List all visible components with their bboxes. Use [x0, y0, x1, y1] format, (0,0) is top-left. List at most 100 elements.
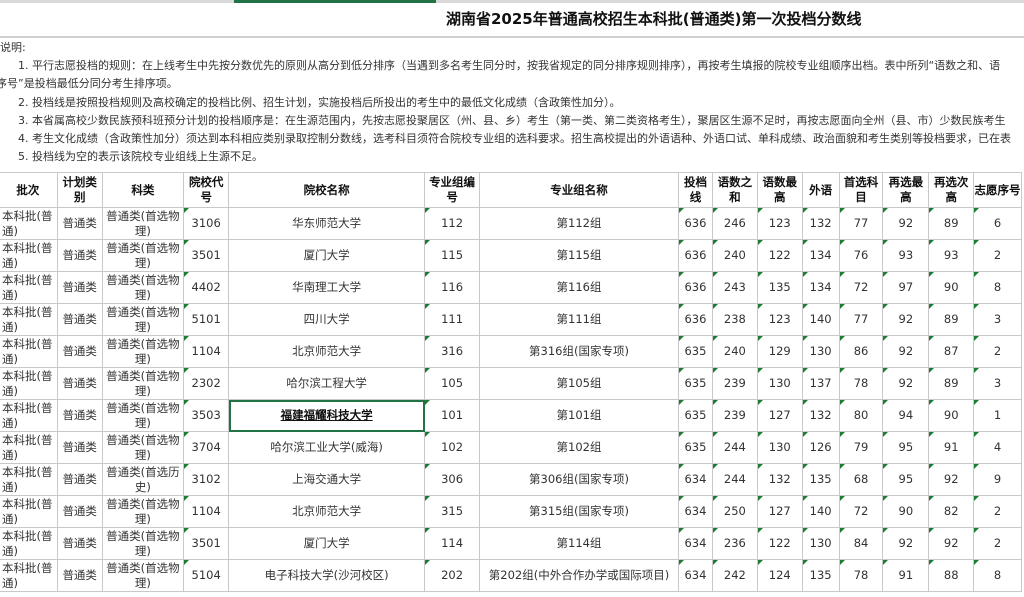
cell-外语[interactable]: 135 — [801, 463, 840, 496]
cell-院校代号[interactable]: 3503 — [183, 399, 230, 432]
cell-投档线[interactable]: 634 — [678, 463, 713, 496]
cell-语数之和[interactable]: 239 — [711, 399, 758, 432]
cell-志愿序号[interactable]: 2 — [973, 335, 1022, 368]
cell-科类[interactable]: 普通类(首选物理) — [101, 367, 185, 400]
cell-批次[interactable]: 本科批(普通) — [0, 527, 58, 560]
cell-投档线[interactable]: 635 — [678, 431, 713, 464]
cell-计划类别[interactable]: 普通类 — [56, 271, 103, 304]
cell-再选最高[interactable]: 92 — [882, 367, 930, 400]
column-header[interactable]: 外语 — [801, 172, 840, 208]
cell-语数之和[interactable]: 250 — [711, 495, 758, 528]
cell-首选科目[interactable]: 68 — [838, 463, 884, 496]
cell-语数之和[interactable]: 240 — [711, 239, 758, 272]
cell-计划类别[interactable]: 普通类 — [56, 527, 103, 560]
cell-语数之和[interactable]: 239 — [711, 367, 758, 400]
cell-院校名称[interactable]: 华南理工大学 — [228, 271, 426, 304]
cell-首选科目[interactable]: 86 — [838, 335, 884, 368]
cell-专业组编号[interactable]: 101 — [424, 399, 480, 432]
cell-专业组名称[interactable]: 第105组 — [478, 367, 680, 400]
cell-专业组编号[interactable]: 316 — [424, 335, 480, 368]
cell-批次[interactable]: 本科批(普通) — [0, 367, 58, 400]
cell-专业组编号[interactable]: 116 — [424, 271, 480, 304]
cell-再选次高[interactable]: 89 — [928, 367, 975, 400]
cell-投档线[interactable]: 634 — [678, 527, 713, 560]
cell-院校名称[interactable]: 电子科技大学(沙河校区) — [228, 559, 426, 592]
cell-首选科目[interactable]: 80 — [838, 399, 884, 432]
cell-计划类别[interactable]: 普通类 — [56, 239, 103, 272]
cell-院校名称[interactable]: 哈尔滨工程大学 — [228, 367, 426, 400]
column-header[interactable]: 再选最高 — [882, 172, 930, 208]
cell-批次[interactable]: 本科批(普通) — [0, 431, 58, 464]
cell-再选次高[interactable]: 87 — [928, 335, 975, 368]
cell-再选次高[interactable]: 92 — [928, 463, 975, 496]
cell-再选最高[interactable]: 92 — [882, 303, 930, 336]
cell-首选科目[interactable]: 76 — [838, 239, 884, 272]
cell-计划类别[interactable]: 普通类 — [56, 335, 103, 368]
cell-专业组编号[interactable]: 112 — [424, 207, 480, 240]
cell-再选最高[interactable]: 94 — [882, 399, 930, 432]
cell-院校代号[interactable]: 3106 — [183, 207, 230, 240]
cell-院校名称[interactable]: 哈尔滨工业大学(威海) — [228, 431, 426, 464]
cell-院校名称[interactable]: 上海交通大学 — [228, 463, 426, 496]
cell-语数最高[interactable]: 132 — [756, 463, 803, 496]
cell-批次[interactable]: 本科批(普通) — [0, 335, 58, 368]
cell-批次[interactable]: 本科批(普通) — [0, 271, 58, 304]
cell-语数最高[interactable]: 129 — [756, 335, 803, 368]
cell-语数之和[interactable]: 240 — [711, 335, 758, 368]
column-header[interactable]: 计划类别 — [56, 172, 103, 208]
cell-首选科目[interactable]: 78 — [838, 367, 884, 400]
cell-语数最高[interactable]: 122 — [756, 239, 803, 272]
cell-语数最高[interactable]: 130 — [756, 431, 803, 464]
cell-志愿序号[interactable]: 6 — [973, 207, 1022, 240]
cell-科类[interactable]: 普通类(首选物理) — [101, 335, 185, 368]
cell-专业组名称[interactable]: 第202组(中外合作办学或国际项目) — [478, 559, 680, 592]
cell-科类[interactable]: 普通类(首选物理) — [101, 239, 185, 272]
cell-志愿序号[interactable]: 8 — [973, 271, 1022, 304]
cell-院校名称[interactable]: 北京师范大学 — [228, 335, 426, 368]
cell-专业组名称[interactable]: 第112组 — [478, 207, 680, 240]
cell-外语[interactable]: 140 — [801, 495, 840, 528]
cell-专业组编号[interactable]: 111 — [424, 303, 480, 336]
cell-投档线[interactable]: 636 — [678, 207, 713, 240]
cell-科类[interactable]: 普通类(首选物理) — [101, 495, 185, 528]
cell-首选科目[interactable]: 72 — [838, 271, 884, 304]
cell-院校代号[interactable]: 3704 — [183, 431, 230, 464]
cell-再选最高[interactable]: 92 — [882, 207, 930, 240]
cell-再选最高[interactable]: 90 — [882, 495, 930, 528]
cell-投档线[interactable]: 635 — [678, 399, 713, 432]
cell-批次[interactable]: 本科批(普通) — [0, 303, 58, 336]
column-header[interactable]: 专业组编号 — [424, 172, 480, 208]
cell-批次[interactable]: 本科批(普通) — [0, 463, 58, 496]
cell-语数之和[interactable]: 244 — [711, 463, 758, 496]
cell-再选次高[interactable]: 91 — [928, 431, 975, 464]
cell-科类[interactable]: 普通类(首选物理) — [101, 303, 185, 336]
cell-外语[interactable]: 130 — [801, 527, 840, 560]
cell-外语[interactable]: 134 — [801, 271, 840, 304]
cell-语数最高[interactable]: 135 — [756, 271, 803, 304]
cell-再选次高[interactable]: 90 — [928, 399, 975, 432]
cell-计划类别[interactable]: 普通类 — [56, 495, 103, 528]
cell-外语[interactable]: 132 — [801, 207, 840, 240]
cell-投档线[interactable]: 635 — [678, 367, 713, 400]
cell-专业组编号[interactable]: 115 — [424, 239, 480, 272]
cell-外语[interactable]: 134 — [801, 239, 840, 272]
cell-专业组编号[interactable]: 102 — [424, 431, 480, 464]
cell-投档线[interactable]: 636 — [678, 271, 713, 304]
cell-专业组名称[interactable]: 第316组(国家专项) — [478, 335, 680, 368]
cell-首选科目[interactable]: 79 — [838, 431, 884, 464]
cell-语数之和[interactable]: 242 — [711, 559, 758, 592]
cell-语数之和[interactable]: 246 — [711, 207, 758, 240]
cell-专业组名称[interactable]: 第116组 — [478, 271, 680, 304]
cell-再选最高[interactable]: 92 — [882, 335, 930, 368]
cell-专业组名称[interactable]: 第101组 — [478, 399, 680, 432]
cell-专业组编号[interactable]: 202 — [424, 559, 480, 592]
column-header[interactable]: 再选次高 — [928, 172, 975, 208]
cell-院校名称[interactable]: 华东师范大学 — [228, 207, 426, 240]
cell-语数最高[interactable]: 123 — [756, 303, 803, 336]
cell-再选次高[interactable]: 82 — [928, 495, 975, 528]
cell-专业组编号[interactable]: 105 — [424, 367, 480, 400]
cell-院校代号[interactable]: 3501 — [183, 527, 230, 560]
cell-语数最高[interactable]: 127 — [756, 495, 803, 528]
cell-语数最高[interactable]: 122 — [756, 527, 803, 560]
cell-专业组名称[interactable]: 第115组 — [478, 239, 680, 272]
